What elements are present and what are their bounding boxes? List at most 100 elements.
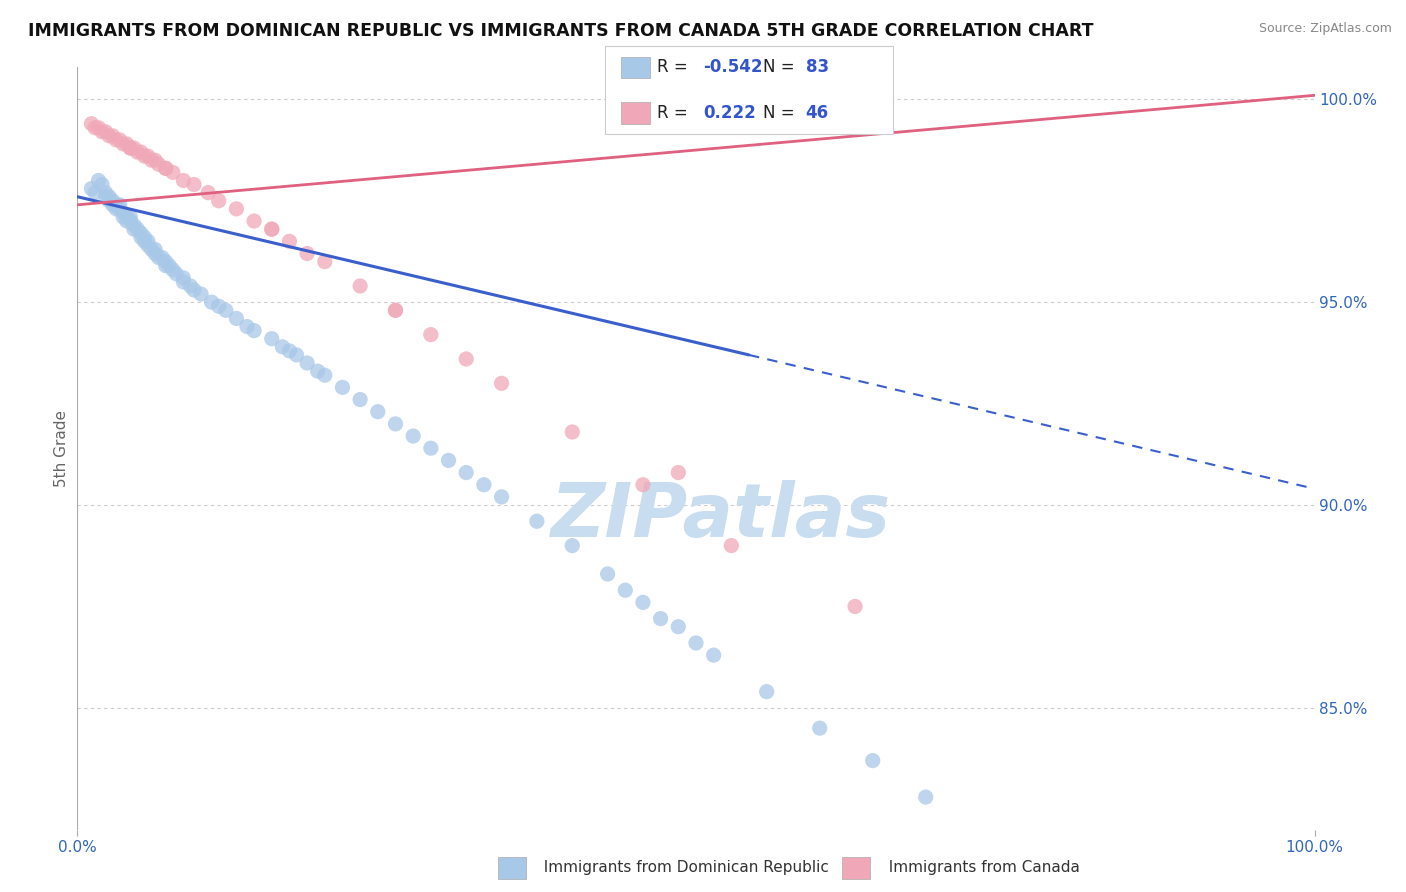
Point	[197, 186, 219, 200]
Point	[134, 230, 156, 244]
Point	[150, 251, 173, 265]
Point	[314, 368, 336, 383]
Point	[143, 153, 166, 168]
Point	[134, 149, 156, 163]
Point	[614, 583, 637, 598]
Point	[91, 178, 114, 192]
Point	[314, 254, 336, 268]
Point	[172, 270, 194, 285]
Point	[844, 599, 866, 614]
Point	[87, 120, 110, 135]
Point	[120, 141, 142, 155]
Point	[243, 324, 266, 338]
Point	[84, 120, 107, 135]
Point	[98, 190, 121, 204]
Point	[402, 429, 425, 443]
Text: Immigrants from Dominican Republic: Immigrants from Dominican Republic	[534, 860, 830, 874]
Point	[201, 295, 224, 310]
Point	[155, 161, 177, 176]
Point	[808, 721, 831, 735]
Point	[526, 514, 548, 528]
Point	[208, 299, 231, 313]
Point	[112, 210, 135, 224]
Point	[491, 376, 513, 391]
Point	[384, 417, 406, 431]
Point	[472, 477, 495, 491]
Point	[143, 246, 166, 260]
Point	[101, 194, 124, 208]
Point	[278, 343, 301, 358]
Point	[80, 117, 103, 131]
Point	[157, 259, 180, 273]
Point	[349, 392, 371, 407]
Point	[155, 259, 177, 273]
Point	[236, 319, 259, 334]
Point	[596, 566, 619, 581]
Point	[666, 620, 689, 634]
Text: 0.222: 0.222	[703, 103, 756, 122]
Point	[141, 153, 163, 168]
Point	[332, 380, 354, 394]
Point	[295, 246, 318, 260]
Text: N =: N =	[763, 103, 800, 122]
Point	[285, 348, 308, 362]
Point	[986, 830, 1008, 845]
Point	[112, 206, 135, 220]
Point	[129, 226, 152, 240]
Point	[162, 262, 184, 277]
Text: Immigrants from Canada: Immigrants from Canada	[879, 860, 1080, 874]
Point	[295, 356, 318, 370]
Point	[367, 405, 389, 419]
Point	[172, 173, 194, 187]
Point	[419, 327, 441, 342]
Point	[631, 595, 654, 609]
Point	[136, 235, 159, 249]
Point	[129, 230, 152, 244]
Point	[120, 141, 142, 155]
Point	[260, 222, 283, 236]
Point	[561, 539, 583, 553]
Point	[143, 243, 166, 257]
Point	[456, 466, 478, 480]
Point	[703, 648, 725, 662]
Text: 83: 83	[806, 58, 828, 77]
Point	[112, 136, 135, 151]
Point	[129, 145, 152, 160]
Point	[456, 351, 478, 366]
Text: 46: 46	[806, 103, 828, 122]
Point	[94, 186, 117, 200]
Point	[101, 128, 124, 143]
Point	[108, 198, 131, 212]
Point	[148, 157, 170, 171]
Point	[101, 198, 124, 212]
Point	[148, 251, 170, 265]
Point	[755, 684, 778, 698]
Point	[349, 279, 371, 293]
Point	[666, 466, 689, 480]
Point	[183, 178, 205, 192]
Point	[91, 125, 114, 139]
Point	[914, 790, 936, 805]
Text: Source: ZipAtlas.com: Source: ZipAtlas.com	[1258, 22, 1392, 36]
Point	[215, 303, 238, 318]
Point	[155, 254, 177, 268]
Point	[105, 198, 128, 212]
Point	[208, 194, 231, 208]
Point	[225, 202, 247, 216]
Point	[127, 145, 149, 160]
Point	[172, 275, 194, 289]
Point	[260, 332, 283, 346]
Point	[650, 612, 672, 626]
Point	[122, 141, 145, 155]
Point	[685, 636, 707, 650]
Point	[127, 222, 149, 236]
Point	[179, 279, 201, 293]
Point	[307, 364, 329, 378]
Point	[243, 214, 266, 228]
Point	[105, 133, 128, 147]
Text: ZIPatlas: ZIPatlas	[551, 481, 891, 553]
Point	[122, 222, 145, 236]
Point	[120, 214, 142, 228]
Point	[260, 222, 283, 236]
Point	[141, 243, 163, 257]
